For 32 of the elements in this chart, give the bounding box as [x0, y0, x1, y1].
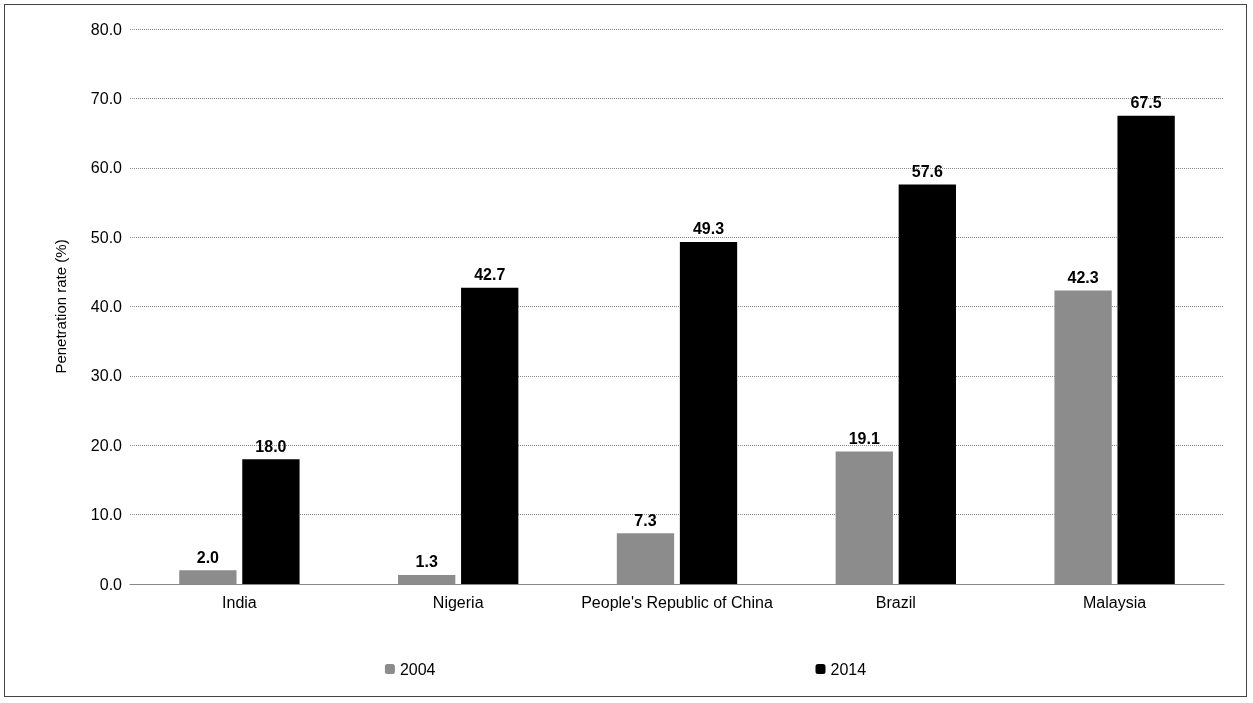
y-tick-label: 40.0	[90, 298, 123, 315]
y-tick-label: 10.0	[90, 506, 123, 524]
y-tick-label: 70.0	[90, 89, 123, 107]
data-label: 57.6	[911, 162, 943, 180]
legend-label: 2004	[399, 660, 436, 678]
x-tick-label: Nigeria	[432, 593, 484, 611]
data-label: 42.3	[1067, 269, 1099, 287]
legend-label: 2014	[830, 660, 867, 678]
data-label: 1.3	[415, 553, 438, 571]
data-label: 42.7	[474, 266, 506, 284]
data-label: 49.3	[692, 220, 725, 238]
x-tick-label: Brazil	[875, 593, 916, 611]
y-tick-label: 20.0	[90, 436, 123, 454]
data-label: 2.0	[196, 548, 220, 566]
y-tick-label: 50.0	[90, 228, 123, 246]
bar	[898, 184, 956, 584]
data-label: 67.5	[1130, 94, 1162, 112]
bar	[242, 459, 300, 584]
data-label: 19.1	[848, 429, 880, 447]
y-tick-label: 30.0	[90, 367, 123, 385]
bar	[1117, 115, 1175, 584]
x-tick-label: India	[222, 593, 257, 611]
x-tick-label: People's Republic of China	[581, 593, 773, 611]
data-label: 7.3	[634, 511, 657, 529]
y-tick-label: 80.0	[90, 20, 123, 38]
y-tick-label: 60.0	[90, 159, 123, 177]
x-tick-label: Malaysia	[1083, 593, 1147, 611]
bar	[461, 287, 519, 584]
bar	[679, 241, 738, 584]
data-label: 18.0	[255, 437, 287, 455]
y-tick-label: 0.0	[99, 575, 123, 593]
y-axis-title: Penetration rate (%)	[52, 239, 69, 374]
